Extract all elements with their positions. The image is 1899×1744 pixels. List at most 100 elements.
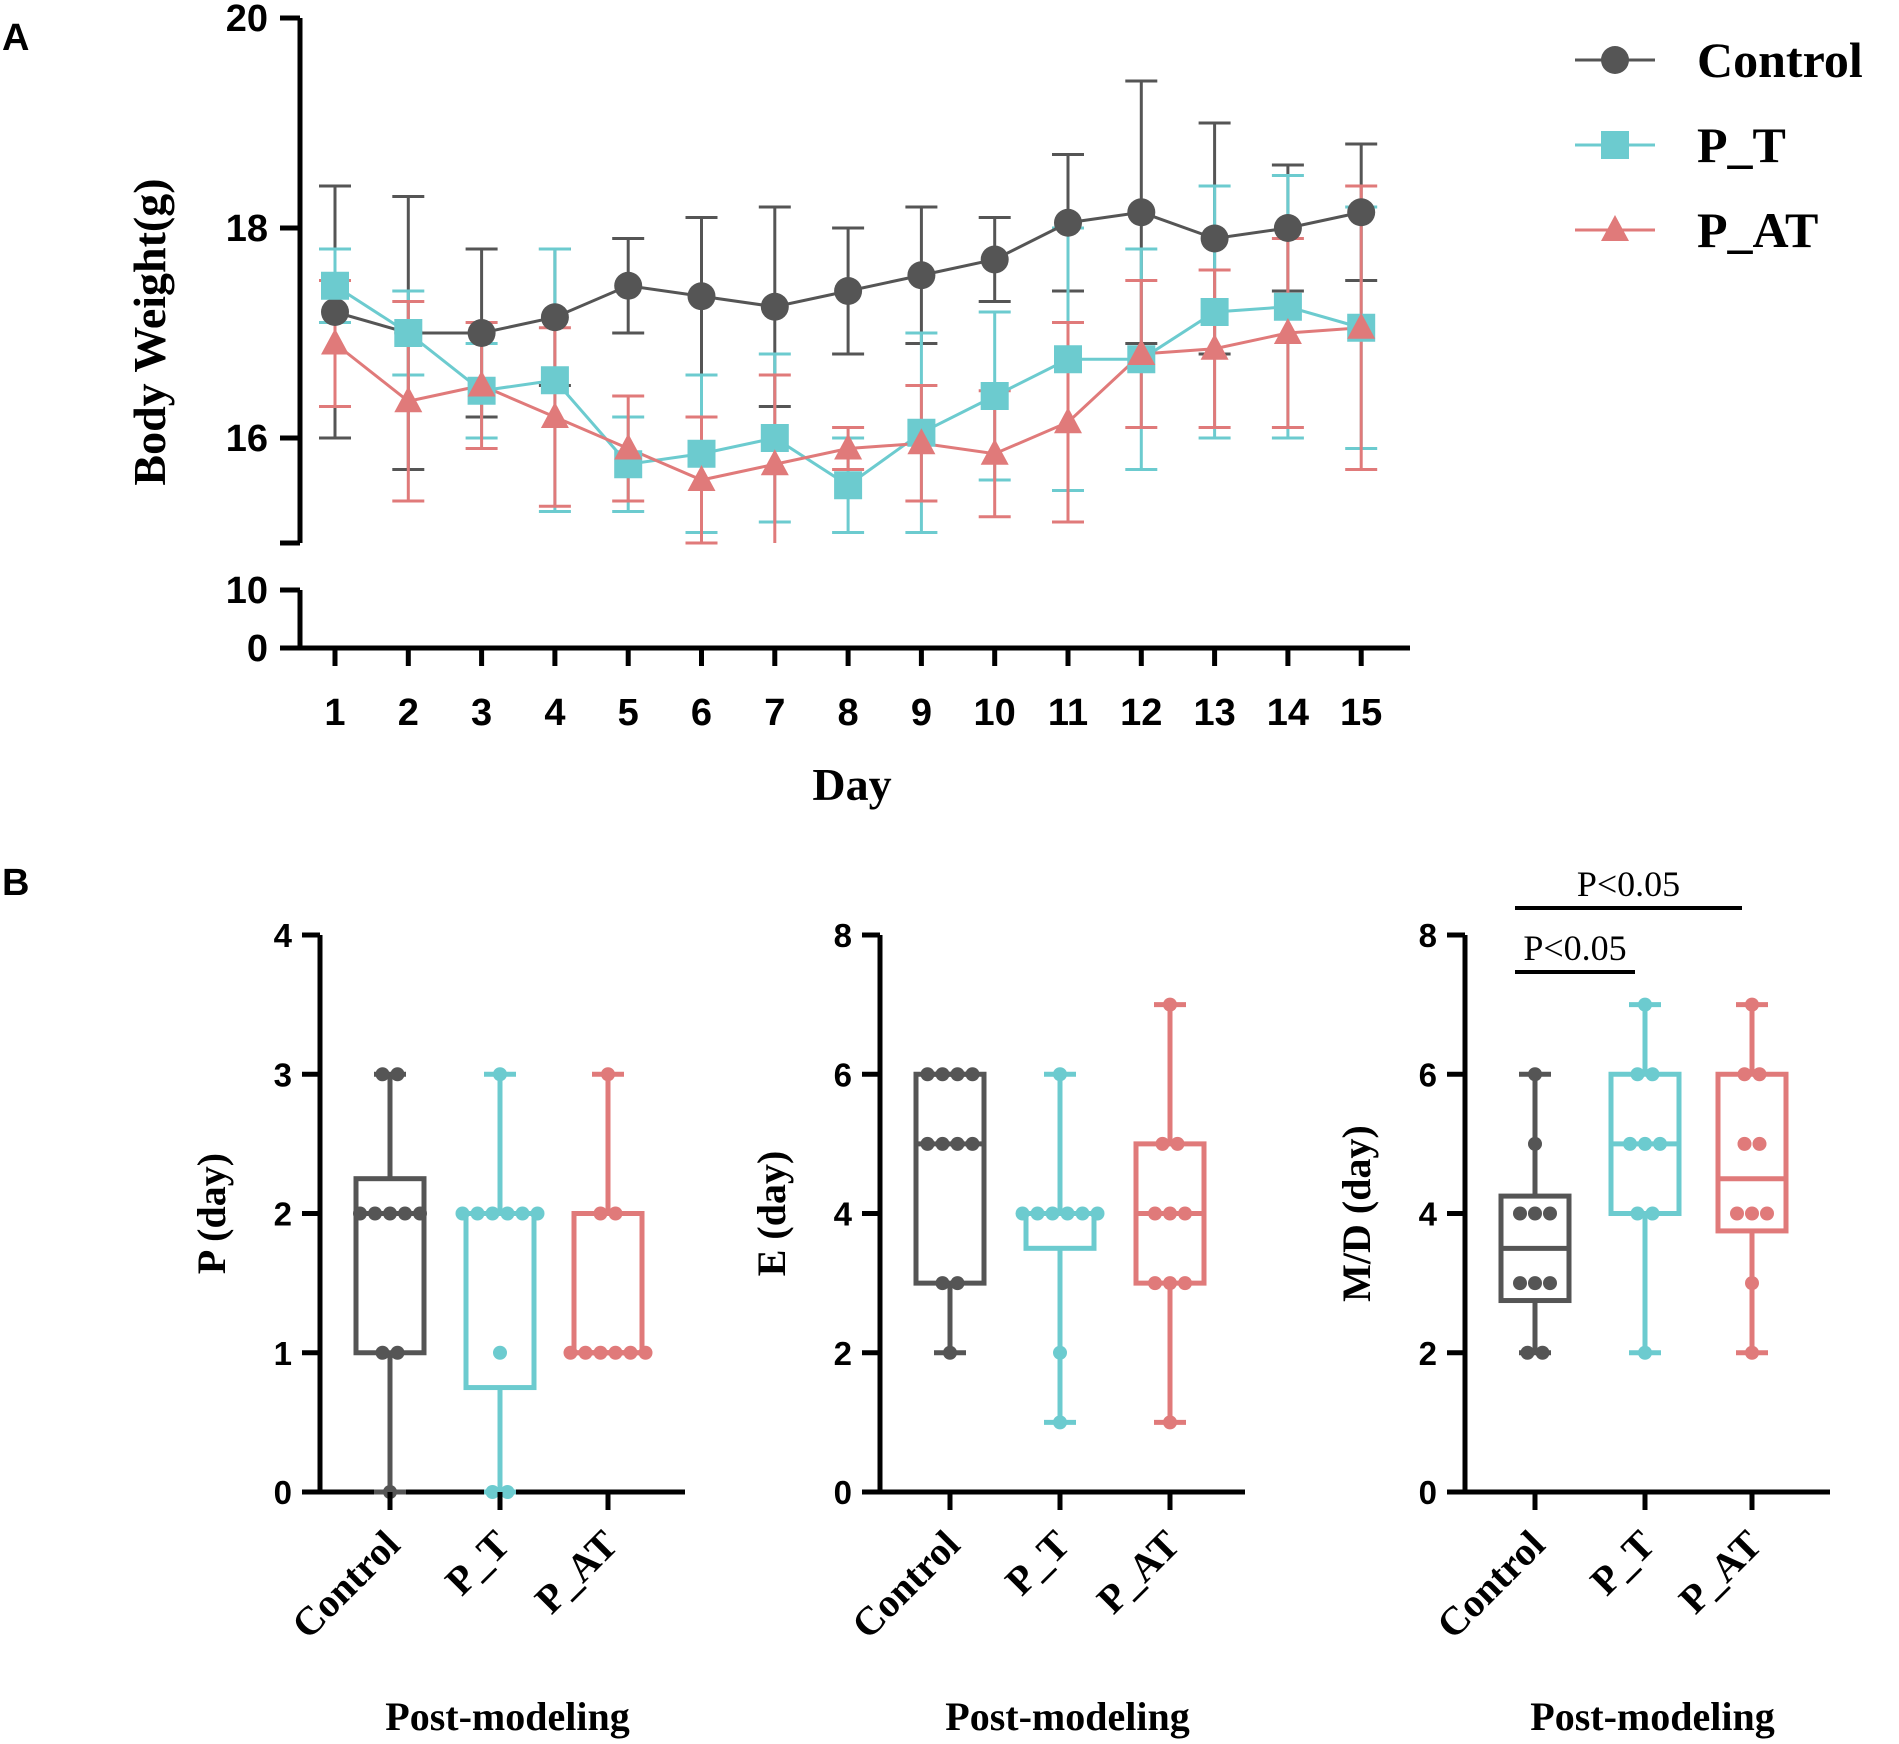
- data-point: [935, 1067, 950, 1082]
- data-point: [540, 366, 569, 395]
- data-point: [935, 1276, 950, 1291]
- data-point: [980, 438, 1009, 465]
- significance-label: P<0.05: [1577, 864, 1680, 904]
- x-tick-label: 3: [471, 692, 492, 734]
- data-point: [614, 433, 643, 460]
- y-tick-label: 6: [834, 1056, 852, 1093]
- data-point: [515, 1206, 530, 1221]
- data-point: [1737, 1136, 1752, 1151]
- box-iqr: [571, 1211, 645, 1356]
- data-point: [1053, 1345, 1067, 1360]
- data-point: [493, 1067, 507, 1082]
- data-point: [1170, 1136, 1185, 1151]
- data-point: [1163, 1206, 1177, 1221]
- legend-label: P_AT: [1697, 202, 1818, 258]
- data-point: [980, 382, 1009, 410]
- x-axis-title: Day: [812, 759, 891, 810]
- x-category-label: P_T: [1581, 1521, 1663, 1603]
- y-tick-label: 4: [274, 917, 293, 954]
- y-tick-label: 2: [1419, 1335, 1437, 1372]
- x-category-label: Control: [843, 1522, 969, 1648]
- x-axis-title: Post-modeling: [385, 1694, 629, 1739]
- x-tick-label: 14: [1267, 692, 1309, 734]
- data-point: [965, 1067, 980, 1082]
- x-category-label: Control: [283, 1522, 409, 1648]
- data-point: [375, 1345, 390, 1360]
- data-point: [950, 1136, 965, 1151]
- data-point: [760, 424, 789, 452]
- data-point: [834, 277, 863, 305]
- data-point: [943, 1345, 957, 1360]
- data-point: [455, 1206, 470, 1221]
- panel-b-label: B: [2, 862, 29, 904]
- data-point: [638, 1345, 653, 1360]
- data-point: [1745, 997, 1759, 1012]
- y-tick-label: 16: [226, 418, 268, 460]
- data-point: [1347, 198, 1376, 227]
- box-control: [1498, 1067, 1572, 1360]
- series-control: [319, 79, 1378, 471]
- data-point: [1178, 1276, 1192, 1291]
- y-tick-label: 2: [274, 1196, 292, 1233]
- box-p-at: [1133, 997, 1207, 1430]
- data-point: [1630, 1206, 1645, 1221]
- data-point: [1163, 1276, 1177, 1291]
- x-tick-label: 2: [398, 692, 419, 734]
- y-tick-label: 3: [274, 1056, 292, 1093]
- box-iqr: [353, 1176, 427, 1356]
- data-point: [1737, 1067, 1752, 1082]
- data-point: [530, 1206, 545, 1221]
- data-point: [470, 1206, 485, 1221]
- x-category-label: P_AT: [1670, 1521, 1771, 1622]
- data-point: [1513, 1206, 1527, 1221]
- y-tick-label: 6: [1419, 1056, 1437, 1093]
- data-point: [593, 1345, 608, 1360]
- x-tick-label: 6: [691, 692, 712, 734]
- data-point: [1513, 1276, 1527, 1291]
- y-tick-label: 8: [834, 917, 852, 954]
- x-category-label: P_AT: [526, 1521, 627, 1622]
- data-point: [1148, 1206, 1162, 1221]
- data-point: [1273, 292, 1302, 321]
- data-point: [601, 1067, 615, 1082]
- data-point: [614, 271, 643, 300]
- y-tick-label: 20: [226, 0, 268, 40]
- box-control: [913, 1067, 987, 1360]
- x-tick-label: 5: [618, 692, 639, 734]
- x-tick-label: 12: [1120, 692, 1162, 734]
- data-point: [321, 328, 349, 355]
- y-tick-label: 0: [1419, 1474, 1437, 1511]
- data-point: [398, 1206, 412, 1221]
- data-point: [1760, 1206, 1774, 1221]
- significance-label: P<0.05: [1523, 928, 1626, 968]
- data-point: [1638, 997, 1652, 1012]
- data-point: [394, 386, 423, 413]
- legend-marker: [1601, 131, 1629, 159]
- box-p-t: [1608, 997, 1682, 1360]
- data-point: [1645, 1206, 1660, 1221]
- data-point: [1200, 298, 1229, 326]
- data-point: [920, 1067, 935, 1082]
- data-point: [834, 433, 863, 460]
- panel-a-label: A: [2, 17, 29, 59]
- y-axis-title: Body Weight(g): [124, 178, 175, 485]
- data-point: [623, 1345, 638, 1360]
- x-axis-title: Post-modeling: [945, 1694, 1189, 1739]
- data-point: [593, 1206, 608, 1221]
- x-category-label: P_AT: [1088, 1521, 1189, 1622]
- data-point: [1745, 1206, 1759, 1221]
- data-point: [1075, 1206, 1090, 1221]
- data-point: [1528, 1206, 1542, 1221]
- data-point: [1200, 333, 1229, 360]
- data-point: [1148, 1276, 1162, 1291]
- x-category-label: P_T: [436, 1521, 518, 1603]
- y-tick-label: 0: [834, 1474, 852, 1511]
- legend-marker: [1601, 46, 1629, 74]
- data-point: [1054, 407, 1082, 434]
- y-axis-title: E (day): [749, 1151, 794, 1277]
- x-axis-title: Post-modeling: [1530, 1694, 1774, 1739]
- data-point: [485, 1206, 500, 1221]
- data-point: [321, 271, 349, 300]
- data-point: [1053, 1067, 1067, 1082]
